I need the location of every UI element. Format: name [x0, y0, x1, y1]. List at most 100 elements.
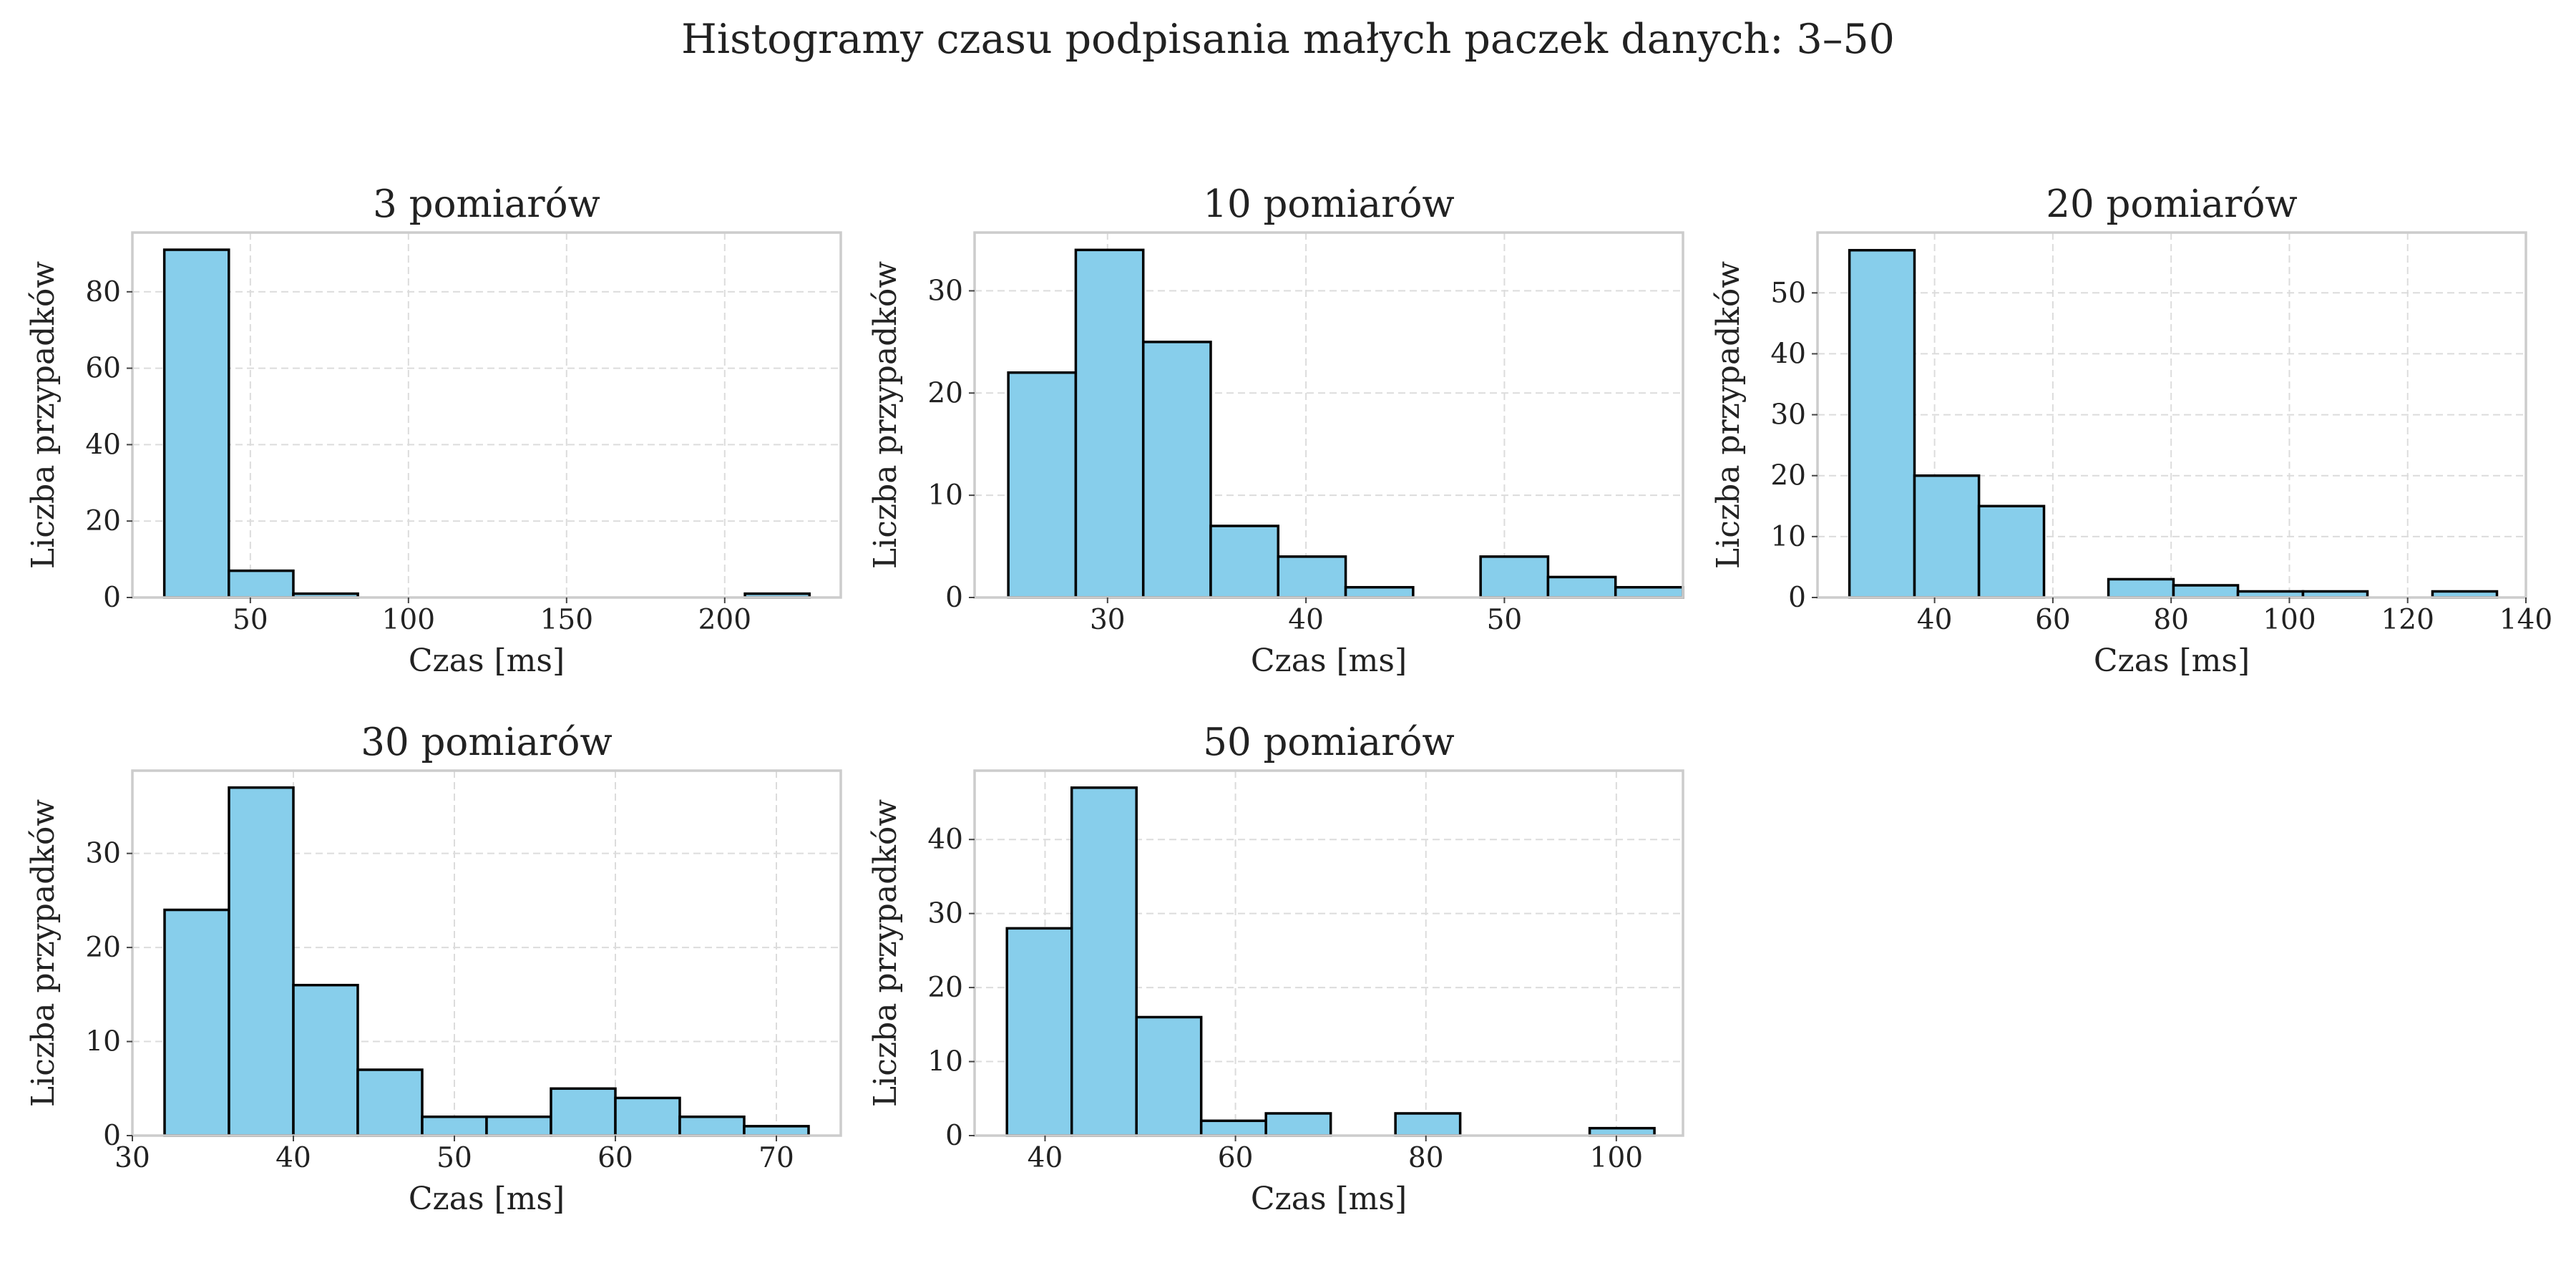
x-axis-label: Czas [ms] [409, 643, 565, 679]
x-tick-label: 40 [1288, 604, 1324, 636]
axes-frame [131, 231, 842, 599]
y-axis-label: Liczba przypadków [25, 799, 62, 1107]
y-tick-label: 20 [1770, 460, 1806, 492]
histogram-bar [1977, 504, 2046, 599]
figure-title: Histogramy czasu podpisania małych pacze… [681, 16, 1895, 63]
y-tick-label: 30 [927, 275, 963, 307]
y-tick-label: 0 [945, 582, 963, 614]
x-tick-label: 50 [233, 604, 268, 636]
x-tick-label: 60 [1218, 1142, 1254, 1174]
y-tick-label: 40 [1770, 338, 1806, 370]
x-tick-label: 30 [1090, 604, 1126, 636]
histogram-bar [356, 1068, 424, 1137]
y-tick-label: 0 [1788, 582, 1806, 614]
y-tick-label: 0 [103, 582, 121, 614]
x-tick-label: 120 [2381, 604, 2434, 636]
x-tick-label: 80 [2153, 604, 2189, 636]
histogram-bar [743, 1125, 810, 1137]
y-tick-label: 10 [927, 479, 963, 512]
histogram-bar [228, 786, 295, 1137]
y-tick-label: 30 [1770, 399, 1806, 431]
histogram-bar [1264, 1112, 1332, 1137]
y-tick-label: 30 [927, 898, 963, 930]
y-tick-label: 10 [1770, 521, 1806, 553]
x-tick-label: 100 [2263, 604, 2316, 636]
x-tick-label: 40 [275, 1142, 311, 1174]
histogram-bar [1344, 585, 1415, 599]
histogram-bar [1141, 341, 1212, 599]
histogram-bar [1074, 248, 1145, 599]
x-axis-label: Czas [ms] [1251, 1181, 1407, 1217]
y-axis-label: Liczba przypadków [867, 261, 904, 569]
histogram-bar [1277, 555, 1347, 599]
y-tick-label: 50 [1770, 277, 1806, 309]
y-tick-label: 0 [945, 1120, 963, 1152]
histogram-bar [1209, 525, 1280, 599]
y-axis-label: Liczba przypadków [1710, 261, 1747, 569]
x-tick-label: 60 [2035, 604, 2071, 636]
x-tick-label: 150 [540, 604, 593, 636]
histogram-bar [1479, 555, 1550, 599]
x-tick-label: 80 [1408, 1142, 1444, 1174]
x-axis-label: Czas [ms] [1251, 643, 1407, 679]
histogram-bar [228, 569, 295, 599]
histogram-bar [2107, 577, 2175, 599]
histogram-bar [1546, 575, 1617, 599]
histogram-bar [485, 1115, 552, 1137]
histogram-bar [421, 1115, 488, 1137]
y-tick-label: 10 [85, 1026, 121, 1058]
histogram-bar [1070, 786, 1138, 1137]
x-axis-label: Czas [ms] [2094, 643, 2250, 679]
x-tick-label: 50 [436, 1142, 472, 1174]
axes-title: 10 pomiarów [1203, 182, 1455, 226]
y-axis-label: Liczba przypadków [867, 799, 904, 1107]
histogram-bar [1614, 585, 1684, 599]
y-tick-label: 10 [927, 1046, 963, 1078]
histogram-bar [678, 1115, 746, 1137]
x-tick-label: 60 [597, 1142, 633, 1174]
y-tick-label: 20 [85, 932, 121, 964]
histogram-panel-3: 40 60 80 100 120 140 0 10 20 30 40 50 20 pomiarów Cza… [1710, 182, 2552, 679]
axes-title: 3 pomiarów [373, 182, 600, 226]
x-tick-label: 50 [1487, 604, 1523, 636]
histogram-panel-2: 30 40 50 0 10 20 30 10 pomiarów Czas [ms] Liczba … [867, 182, 1684, 679]
histogram-bar [1005, 927, 1073, 1137]
histogram-bar [2172, 584, 2240, 599]
histogram-bar [550, 1087, 617, 1137]
y-tick-label: 60 [85, 353, 121, 385]
x-tick-label: 100 [382, 604, 435, 636]
y-tick-label: 20 [927, 377, 963, 409]
y-tick-label: 0 [103, 1120, 121, 1152]
histogram-panel-1: 50 100 150 200 0 20 40 60 80 3 pomiarów Czas [ms] L… [25, 182, 842, 679]
axes-frame [973, 769, 1684, 1137]
histogram-bar [292, 983, 359, 1137]
y-tick-label: 20 [85, 505, 121, 537]
x-tick-label: 30 [114, 1142, 150, 1174]
x-tick-label: 70 [758, 1142, 794, 1174]
y-tick-label: 40 [85, 429, 121, 461]
histogram-bar [614, 1096, 681, 1137]
x-tick-label: 140 [2499, 604, 2552, 636]
x-tick-label: 40 [1917, 604, 1953, 636]
histogram-bar [1007, 371, 1078, 599]
histogram-bar [162, 248, 230, 599]
axes-frame [973, 231, 1684, 599]
histogram-bar [1394, 1112, 1462, 1137]
y-tick-label: 40 [927, 824, 963, 856]
axes-title: 20 pomiarów [2046, 182, 2298, 226]
x-axis-label: Czas [ms] [409, 1181, 565, 1217]
histogram-panel-5: 40 60 80 100 0 10 20 30 40 50 pomiarów Czas [ms] Li… [867, 721, 1684, 1217]
histogram-bar [1135, 1015, 1203, 1137]
x-tick-label: 40 [1028, 1142, 1063, 1174]
x-tick-label: 100 [1590, 1142, 1643, 1174]
x-tick-label: 200 [698, 604, 751, 636]
y-axis-label: Liczba przypadków [25, 261, 62, 569]
histogram-panel-4: 30 40 50 60 70 0 10 20 30 30 pomiarów Czas [ms] Lic… [25, 721, 842, 1217]
histogram-bar [1848, 248, 1916, 599]
axes-title: 30 pomiarów [361, 721, 613, 764]
histogram-bar [1913, 474, 1981, 599]
histogram-bar [1199, 1119, 1267, 1137]
y-tick-label: 20 [927, 972, 963, 1004]
histogram-bar [163, 908, 230, 1137]
